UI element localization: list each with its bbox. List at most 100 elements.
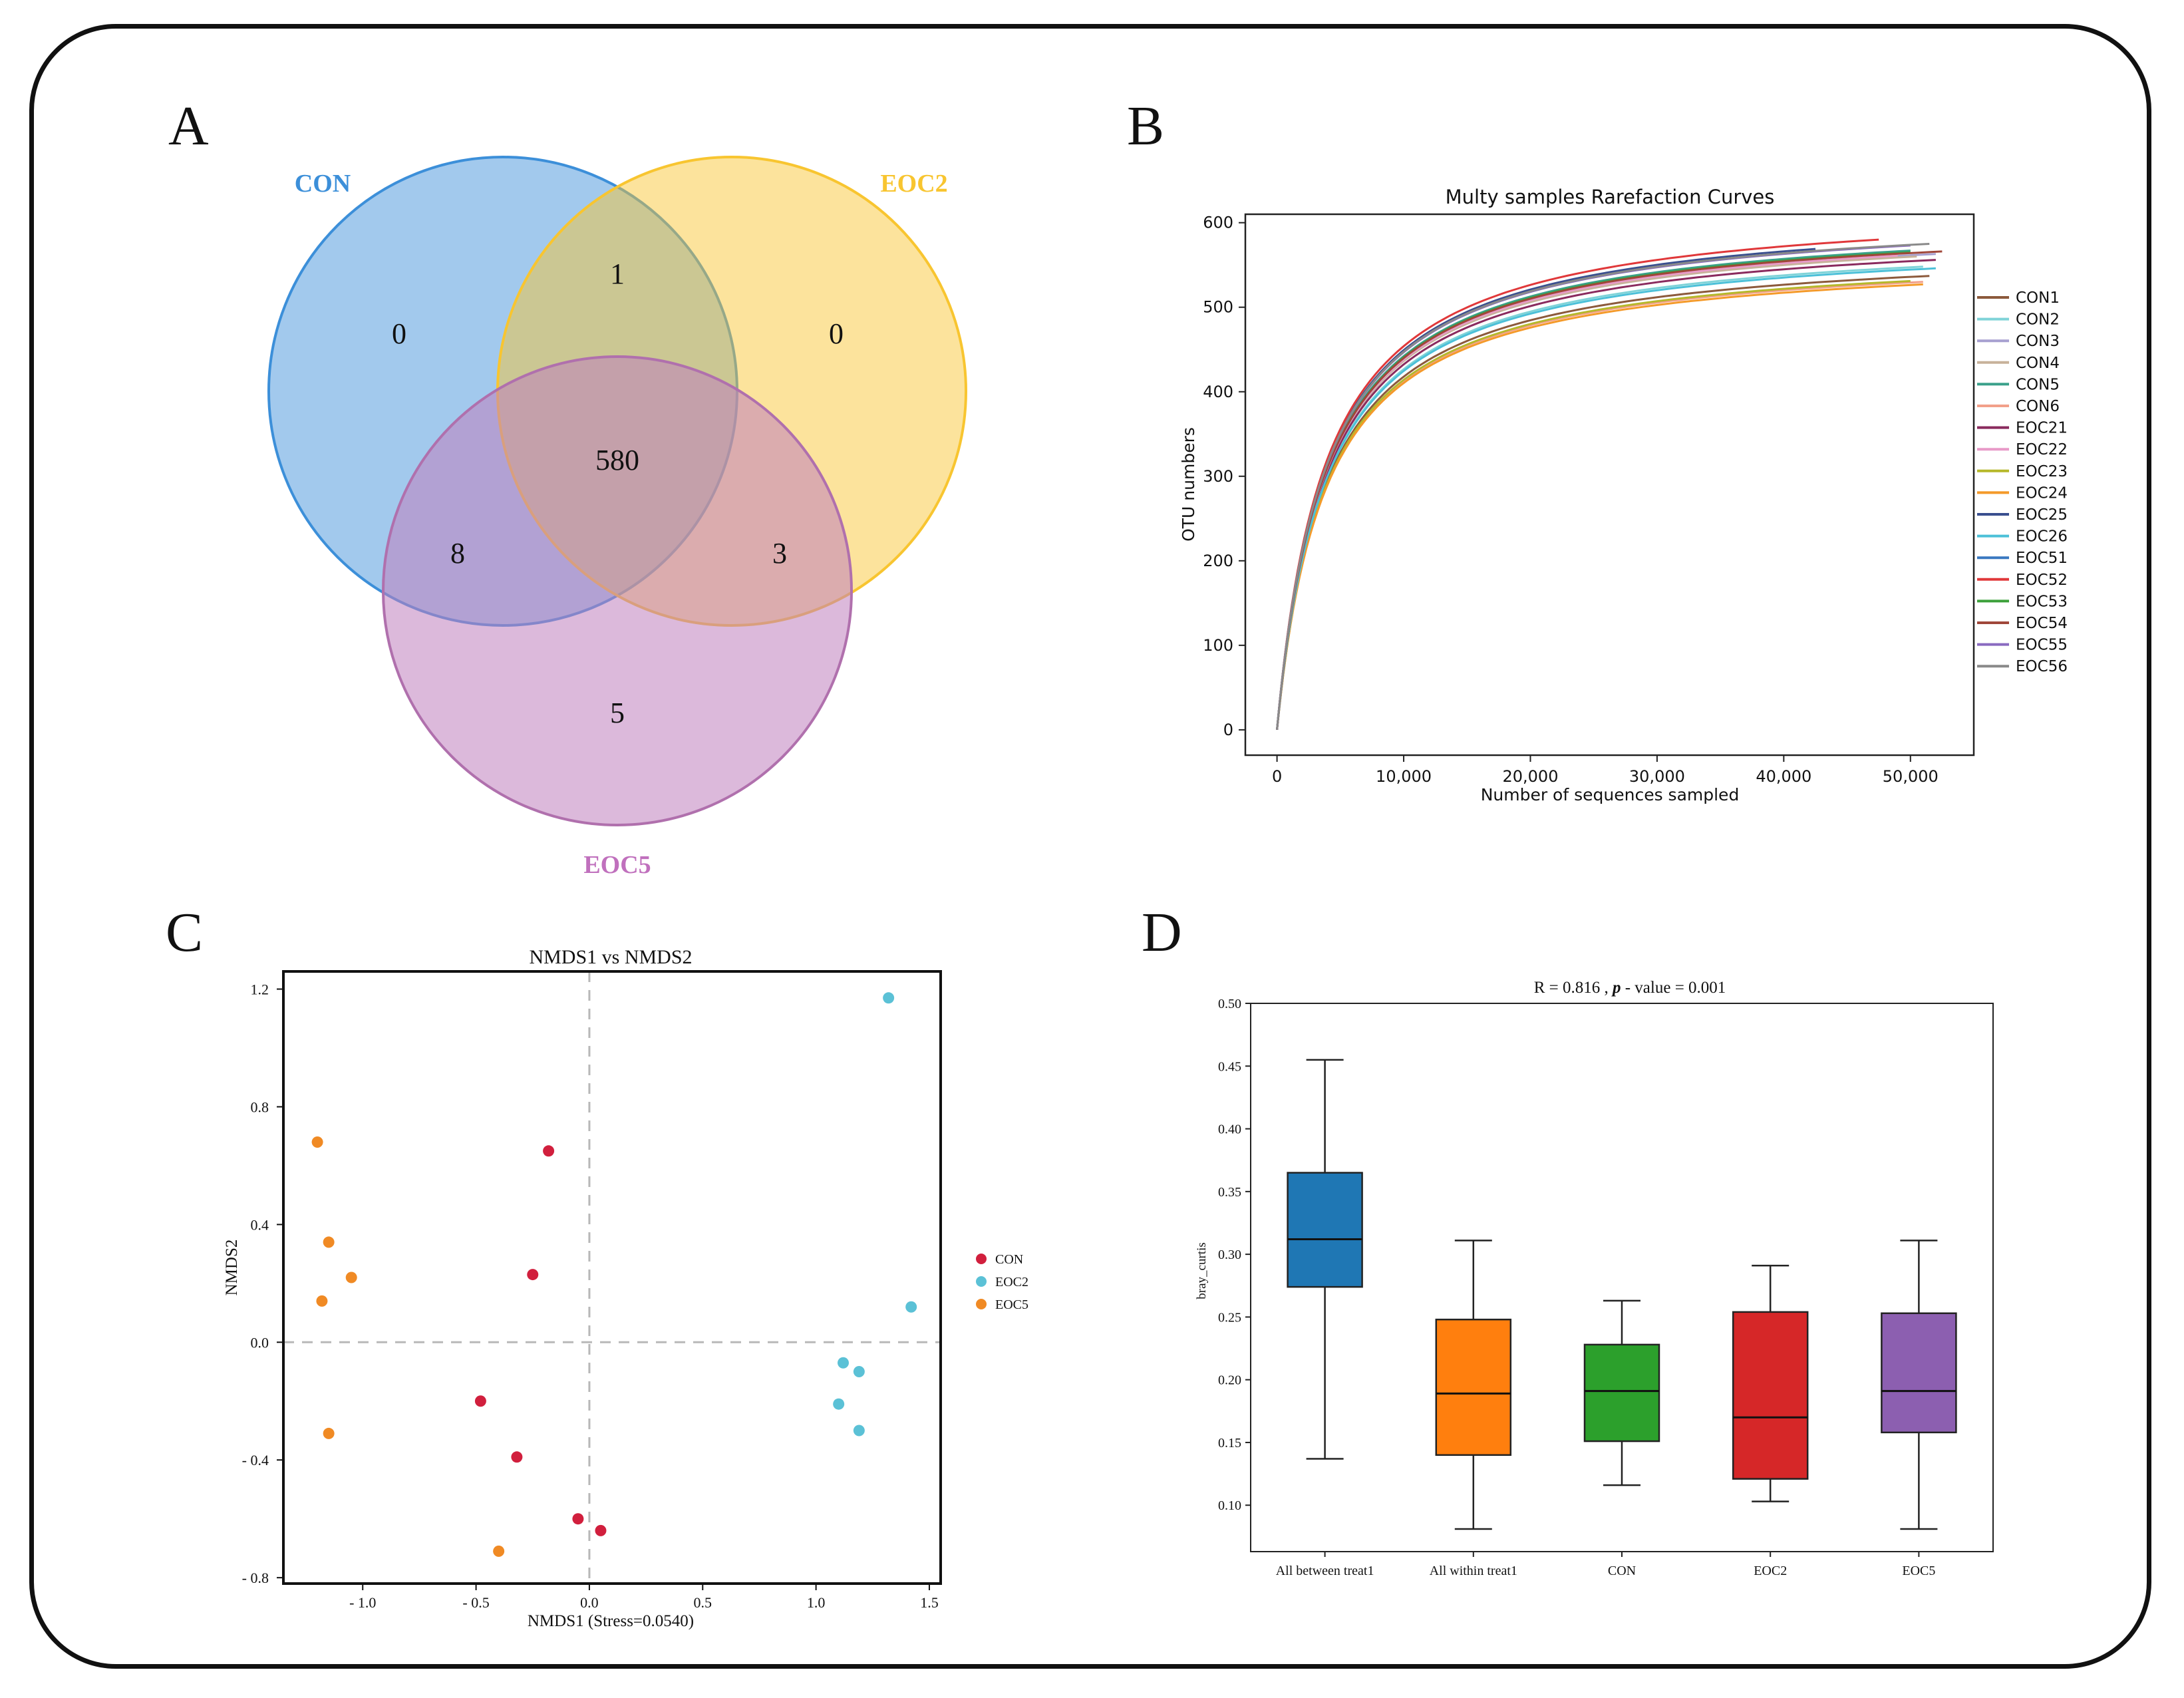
rarefaction-legend-label: EOC55 — [2016, 637, 2068, 654]
rarefaction-y-tick-label: 500 — [1203, 298, 1233, 317]
venn-count-eoc2-only: 0 — [829, 317, 844, 350]
rarefaction-legend-label: EOC21 — [2016, 420, 2068, 437]
nmds-x-label: NMDS1 (Stress=0.0540) — [528, 1612, 694, 1630]
rarefaction-legend-label: CON5 — [2016, 376, 2060, 393]
boxplot-y-tick-label: 0.50 — [1218, 997, 1241, 1011]
rarefaction-plot-frame — [1244, 213, 1975, 757]
boxplot-y-tick-label: 0.10 — [1218, 1498, 1241, 1513]
rarefaction-x-tick-label: 0 — [1272, 767, 1282, 786]
rarefaction-y-tick-label: 300 — [1203, 467, 1233, 486]
boxplot-y-tick-label: 0.40 — [1218, 1122, 1241, 1137]
boxplot-box-all-within-treat1 — [1435, 1318, 1512, 1456]
nmds-point-con — [595, 1524, 607, 1536]
boxplot-title-p: p — [1611, 979, 1621, 997]
venn-count-con-eoc2: 1 — [610, 257, 625, 290]
rarefaction-x-tick-label: 50,000 — [1883, 767, 1939, 786]
boxplot-title-value: - value = 0.001 — [1621, 979, 1726, 997]
nmds-x-tick-label: 0.0 — [580, 1594, 599, 1611]
rarefaction-x-tick-label: 40,000 — [1756, 767, 1811, 786]
rarefaction-y-tick-label: 0 — [1223, 721, 1233, 739]
venn-count-all: 580 — [595, 444, 639, 476]
boxplot-x-tick-label: CON — [1608, 1564, 1636, 1578]
rarefaction-legend-label: EOC53 — [2016, 593, 2068, 610]
nmds-x-tick-label: 1.5 — [920, 1594, 939, 1611]
rarefaction-x-tick-label: 30,000 — [1629, 767, 1685, 786]
rarefaction-legend-label: CON3 — [2016, 333, 2060, 350]
rarefaction-x-label: Number of sequences sampled — [1481, 785, 1740, 804]
boxplot-x-tick-label: EOC2 — [1754, 1564, 1787, 1578]
nmds-point-eoc2 — [838, 1357, 850, 1369]
rarefaction-legend-label: EOC23 — [2016, 463, 2068, 480]
rarefaction-y-label: OTU numbers — [1179, 427, 1198, 542]
nmds-y-tick-label: - 0.4 — [242, 1452, 269, 1468]
venn-count-con-eoc5: 8 — [450, 537, 465, 570]
boxplot-box-eoc5 — [1881, 1312, 1957, 1434]
boxplot-box-all-between-treat1 — [1287, 1172, 1363, 1288]
boxplot-y-tick-label: 0.20 — [1218, 1373, 1241, 1388]
nmds-point-eoc5 — [316, 1295, 328, 1307]
boxplot-x-tick-label: All between treat1 — [1276, 1564, 1374, 1578]
nmds-point-eoc5 — [311, 1136, 323, 1148]
boxplot-y-label: bray_curtis — [1195, 1242, 1209, 1299]
boxplot-y-tick-label: 0.25 — [1218, 1310, 1241, 1325]
nmds-x-tick-label: - 1.0 — [349, 1594, 376, 1611]
boxplot-box-eoc2 — [1732, 1311, 1809, 1480]
rarefaction-legend-label: EOC26 — [2016, 528, 2068, 546]
rarefaction-legend-label: EOC52 — [2016, 572, 2068, 589]
boxplot-x-tick-label: EOC5 — [1902, 1564, 1935, 1578]
nmds-point-con — [511, 1451, 523, 1463]
nmds-point-eoc2 — [905, 1301, 917, 1313]
boxplot-title-r: R = 0.816 , — [1534, 979, 1613, 997]
rarefaction-x-tick-label: 20,000 — [1502, 767, 1558, 786]
boxplot-y-tick-label: 0.35 — [1218, 1185, 1241, 1200]
panel-label-a: A — [168, 95, 209, 157]
rarefaction-legend-label: EOC54 — [2016, 615, 2068, 632]
nmds-y-tick-label: - 0.8 — [242, 1570, 269, 1586]
rarefaction-y-tick-label: 100 — [1203, 636, 1233, 655]
nmds-legend-label: CON — [995, 1252, 1023, 1267]
venn-count-con-only: 0 — [392, 317, 406, 350]
nmds-point-eoc5 — [323, 1236, 335, 1248]
venn-circle-eoc5 — [382, 355, 853, 826]
nmds-point-eoc5 — [493, 1545, 505, 1557]
venn-count-eoc5-only: 5 — [610, 697, 625, 729]
rarefaction-curve-eoc26 — [1276, 267, 1936, 731]
boxplot-y-tick-label: 0.15 — [1218, 1436, 1241, 1450]
rarefaction-legend-label: EOC24 — [2016, 484, 2068, 502]
rarefaction-y-tick-label: 200 — [1203, 552, 1233, 570]
rarefaction-legend-label: CON1 — [2016, 289, 2060, 307]
nmds-point-eoc2 — [833, 1398, 845, 1410]
nmds-y-tick-label: 0.8 — [251, 1099, 269, 1115]
nmds-point-con — [572, 1513, 584, 1525]
venn-count-eoc2-eoc5: 3 — [772, 537, 787, 570]
nmds-y-tick-label: 0.4 — [251, 1216, 269, 1233]
boxplot-y-tick-label: 0.45 — [1218, 1059, 1241, 1074]
rarefaction-legend-label: CON6 — [2016, 398, 2060, 415]
nmds-point-eoc2 — [853, 1425, 865, 1437]
rarefaction-title: Multy samples Rarefaction Curves — [1446, 186, 1775, 208]
rarefaction-curve-eoc24 — [1276, 283, 1923, 731]
nmds-y-label: NMDS2 — [223, 1240, 241, 1296]
boxplot-x-tick-label: All within treat1 — [1430, 1564, 1517, 1578]
nmds-y-tick-label: 0.0 — [251, 1334, 269, 1351]
nmds-legend-label: EOC5 — [995, 1297, 1028, 1312]
rarefaction-y-tick-label: 400 — [1203, 383, 1233, 401]
rarefaction-legend-label: CON4 — [2016, 355, 2060, 372]
panel-label-d: D — [1142, 902, 1182, 963]
nmds-point-eoc2 — [853, 1366, 865, 1378]
nmds-legend-label: EOC2 — [995, 1275, 1028, 1289]
nmds-point-eoc5 — [345, 1272, 357, 1283]
nmds-legend-marker — [976, 1299, 987, 1309]
nmds-legend-marker — [976, 1254, 987, 1264]
nmds-point-eoc5 — [323, 1427, 335, 1439]
rarefaction-legend-label: EOC22 — [2016, 441, 2068, 458]
rarefaction-legend-label: CON2 — [2016, 311, 2060, 329]
nmds-x-tick-label: 0.5 — [694, 1594, 712, 1611]
nmds-point-con — [527, 1269, 539, 1281]
panel-label-b: B — [1127, 95, 1165, 157]
venn-label-eoc2: EOC2 — [880, 170, 947, 198]
